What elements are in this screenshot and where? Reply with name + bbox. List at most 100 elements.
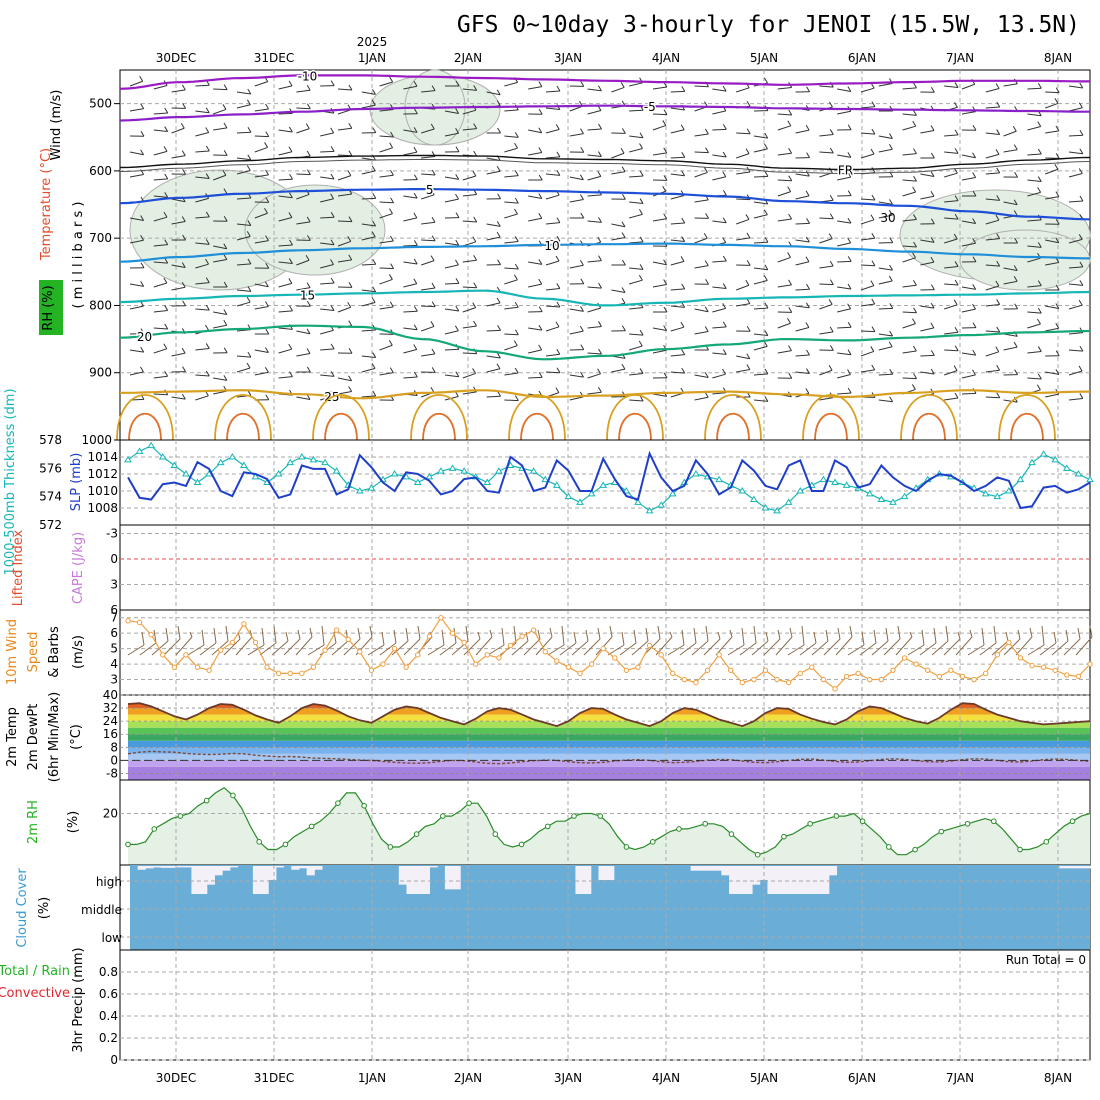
wind10m-frame xyxy=(119,609,1091,696)
wind-barb-flag xyxy=(764,132,769,139)
wind-barb-flag xyxy=(704,392,709,398)
wind-barb-flag xyxy=(954,279,959,286)
wind-speed-marker xyxy=(345,636,351,643)
cloud-cover-gap xyxy=(291,866,300,870)
wind-barb xyxy=(569,176,584,181)
wind-barb xyxy=(670,354,685,357)
wind-barb-flag xyxy=(639,170,644,177)
wind-barb-flag xyxy=(347,170,352,176)
wind-barb xyxy=(736,87,750,93)
wind10m-barb xyxy=(127,644,145,656)
wind-barb xyxy=(611,171,626,175)
wind-barb xyxy=(1003,130,1017,137)
wind-barb-flag xyxy=(372,390,377,397)
wind-barb-flag xyxy=(140,235,145,241)
thickness-marker xyxy=(865,489,874,497)
wind10m-barb-flag xyxy=(633,629,637,644)
cloud-cover-gap xyxy=(406,866,415,894)
wind-barb-flag xyxy=(1054,164,1059,170)
wind-barb-flag xyxy=(996,299,1001,305)
wind-barb-flag xyxy=(455,108,460,114)
thickness-marker xyxy=(1016,475,1025,483)
warm-contour xyxy=(998,394,1056,441)
wind-barb xyxy=(379,201,394,204)
wind-barb xyxy=(753,333,768,337)
wind-barb xyxy=(587,88,602,92)
wind-barb xyxy=(171,127,185,134)
wind-barb xyxy=(236,355,251,358)
wind-barb xyxy=(129,108,144,112)
wind10m-barb xyxy=(811,640,829,656)
rh-marker xyxy=(544,823,551,830)
temperature-band xyxy=(128,721,1090,728)
date-label-bottom: 7JAN xyxy=(946,1071,974,1085)
wind-speed-marker xyxy=(565,664,572,670)
date-label-top: 2JAN xyxy=(454,51,482,65)
wind-barb xyxy=(569,396,584,401)
ytick-label: 800 xyxy=(89,298,112,312)
rh-marker xyxy=(938,828,945,835)
wind-speed-marker xyxy=(1052,667,1058,673)
wind-barb-flag xyxy=(247,258,252,265)
wind-barb xyxy=(611,152,625,159)
wind-barb-flag xyxy=(389,169,394,176)
wind-speed-marker xyxy=(160,652,166,658)
wind-barb xyxy=(670,305,685,308)
wind-barb-flag xyxy=(538,127,543,133)
wind-speed-marker xyxy=(832,686,838,692)
wind-barb xyxy=(403,376,418,379)
wind-barb-flag xyxy=(472,368,477,374)
wind-barb-flag xyxy=(497,259,502,265)
wind-barb xyxy=(195,84,210,87)
wind-barb xyxy=(296,128,310,134)
rh-area xyxy=(128,787,1090,865)
wind-barb xyxy=(985,238,1000,241)
wind-barb xyxy=(920,239,935,243)
thickness-marker xyxy=(587,489,596,497)
wind10m-barb xyxy=(223,638,241,656)
wind-barb-flag xyxy=(681,217,686,224)
wind-barb-flag xyxy=(514,142,518,149)
wind-barb-flag xyxy=(330,173,335,180)
wind-barb xyxy=(1027,257,1041,263)
wind-barb-flag xyxy=(538,193,543,199)
upper-air-wind-barbs xyxy=(129,76,1084,403)
wind10m-barb-flag xyxy=(693,627,697,644)
rh2m-panel: 20 2m RH (%) xyxy=(26,779,1091,866)
wind-barb-flag xyxy=(247,154,252,161)
wind-barb xyxy=(171,396,186,400)
wind-speed-marker xyxy=(890,667,896,673)
wind-barb-flag xyxy=(413,174,418,180)
wind-barb-flag xyxy=(972,256,977,263)
wind-barb xyxy=(777,125,791,131)
wind-barb xyxy=(712,176,726,181)
wind-speed-marker xyxy=(496,655,502,661)
year-label: 2025 xyxy=(357,35,388,49)
wind-barb xyxy=(236,301,251,307)
wind-barb-flag xyxy=(763,209,768,215)
wind-barb-flag xyxy=(556,170,561,176)
thickness-tick-label: 572 xyxy=(39,518,62,532)
wind-barb xyxy=(254,174,269,178)
wind-barb-flag xyxy=(930,191,935,197)
temp-tick-label: 24 xyxy=(103,714,118,728)
wind-barb-flag xyxy=(580,128,584,134)
wind-barb-flag xyxy=(413,127,418,133)
contour-label-30: 30 xyxy=(880,211,895,225)
wind-barb-flag xyxy=(746,364,751,370)
wind-barb-flag xyxy=(598,321,602,327)
wind-barb xyxy=(254,135,269,138)
wind-barb-flag xyxy=(289,371,293,377)
date-label-top: 6JAN xyxy=(848,51,876,65)
thickness-marker xyxy=(889,498,897,505)
millibars-axis-label: ( m i l l i b a r s ) xyxy=(71,202,86,309)
wind-barb xyxy=(1027,179,1042,183)
thickness-marker xyxy=(738,487,747,494)
wind-barb-flag xyxy=(205,304,210,311)
wind-barb-flag xyxy=(996,260,1001,267)
wind-barb-flag xyxy=(330,239,335,246)
rh-marker xyxy=(833,813,840,819)
wind10m-barb-flag xyxy=(141,631,145,646)
wind-barb-flag xyxy=(954,82,959,88)
wind-barb-flag xyxy=(930,218,935,225)
